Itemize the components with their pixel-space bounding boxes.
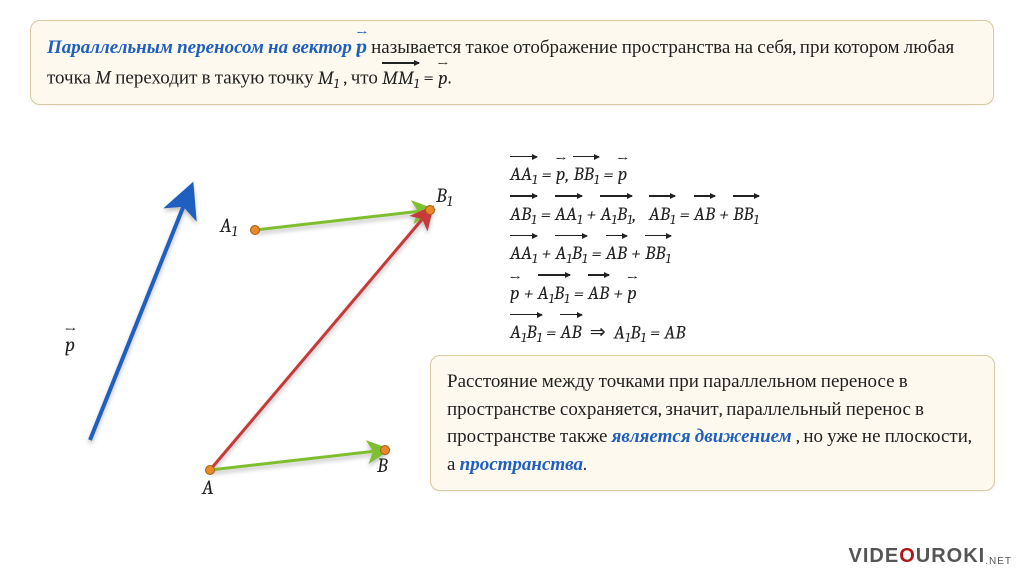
- definition-equals: =: [423, 67, 438, 89]
- definition-text-3: , что: [343, 67, 382, 89]
- definition-point-M: M: [95, 67, 111, 89]
- eq-row-5: A1B1 = AB ⇒ A1B1 = AB: [510, 313, 1000, 351]
- label-A1: A1: [220, 214, 237, 240]
- watermark: VIDEOUROKI.NET: [849, 545, 1012, 568]
- point-A1: [251, 226, 260, 235]
- eq-row-1: AA1 = p, BB1 = p: [510, 155, 1000, 193]
- definition-box: Параллельным переносом на вектор p назыв…: [30, 20, 994, 105]
- vector-A1-to-B1: [255, 210, 430, 230]
- vector-A-to-B: [210, 450, 385, 470]
- definition-vector-MM1: MM1: [382, 61, 419, 94]
- note-text-3: .: [583, 453, 587, 475]
- label-B: B: [377, 454, 388, 477]
- definition-vector-p: p: [356, 36, 367, 58]
- point-B1: [426, 206, 435, 215]
- vector-diagram: p A B A1 B1: [30, 140, 490, 500]
- equations-block: AA1 = p, BB1 = p AB1 = AA1 + A1B1, AB1 =…: [510, 155, 1000, 353]
- diagram-svg: [30, 140, 490, 500]
- label-B1: B1: [436, 184, 452, 210]
- definition-rhs-p: p: [438, 62, 448, 92]
- eq-row-4: p + A1B1 = AB + p: [510, 274, 1000, 312]
- vector-p-arrow: [90, 190, 190, 440]
- definition-text-2: переходит в такую точку: [115, 67, 318, 89]
- note-box: Расстояние между точками при параллельно…: [430, 355, 995, 491]
- label-p: p: [65, 330, 75, 356]
- point-A: [206, 466, 215, 475]
- eq-row-3: AA1 + A1B1 = AB + BB1: [510, 234, 1000, 272]
- definition-term: Параллельным переносом на вектор: [47, 36, 352, 58]
- note-emph-1: является движением: [612, 425, 792, 447]
- label-A: A: [202, 476, 214, 499]
- eq-row-2: AB1 = AA1 + A1B1, AB1 = AB + BB1: [510, 195, 1000, 233]
- note-emph-2: пространства: [460, 453, 583, 475]
- definition-point-M1: M1: [318, 67, 339, 89]
- vector-A-to-B1: [210, 210, 430, 470]
